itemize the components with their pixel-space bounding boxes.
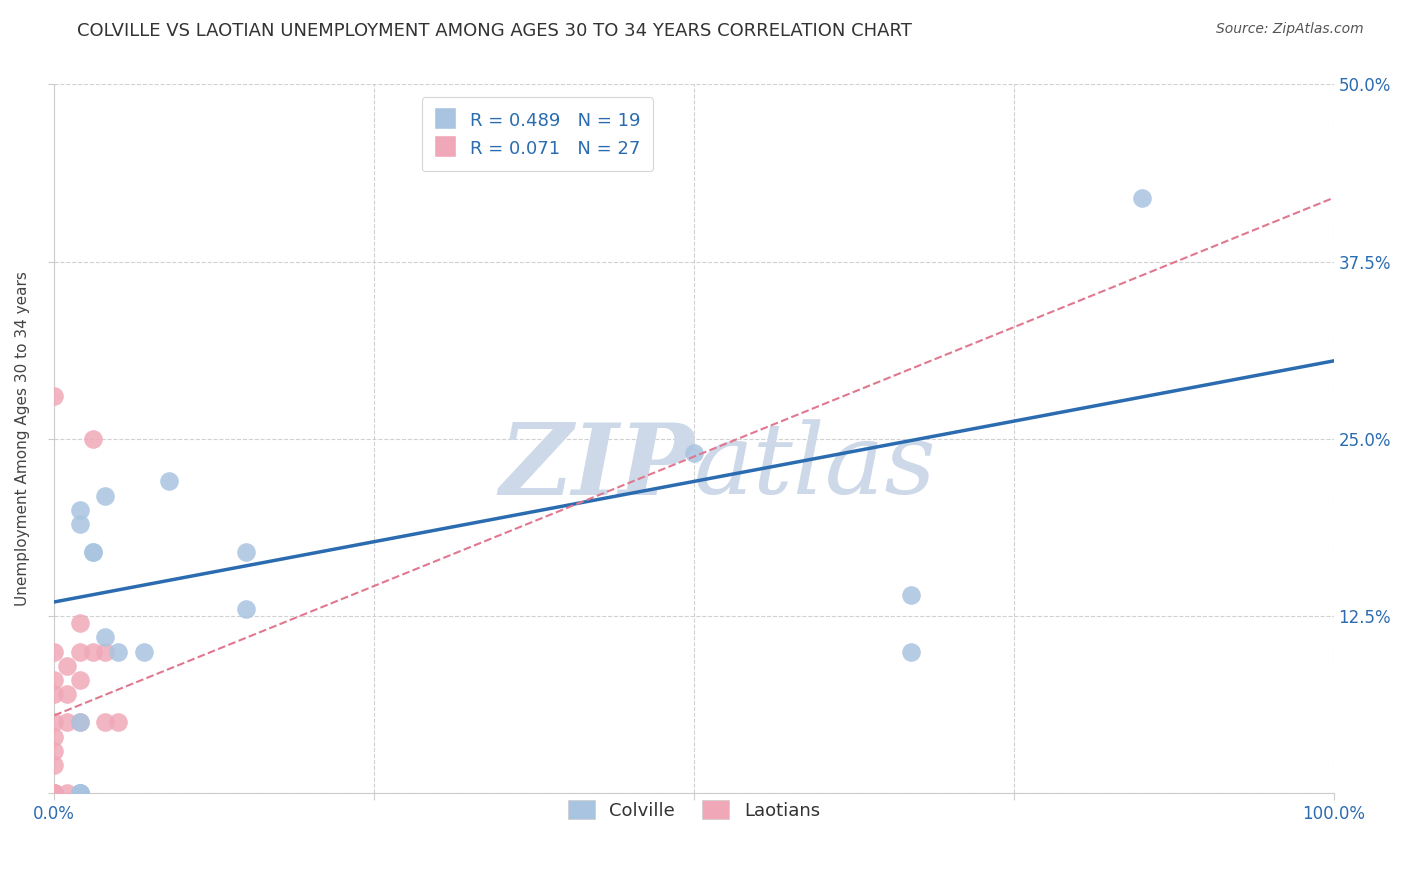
Point	[900, 644, 922, 658]
Point	[69, 673, 91, 687]
Text: Source: ZipAtlas.com: Source: ZipAtlas.com	[1216, 22, 1364, 37]
Y-axis label: Unemployment Among Ages 30 to 34 years: Unemployment Among Ages 30 to 34 years	[15, 271, 30, 607]
Text: COLVILLE VS LAOTIAN UNEMPLOYMENT AMONG AGES 30 TO 34 YEARS CORRELATION CHART: COLVILLE VS LAOTIAN UNEMPLOYMENT AMONG A…	[77, 22, 912, 40]
Point	[683, 446, 706, 460]
Point	[69, 715, 91, 730]
Point	[82, 545, 104, 559]
Point	[235, 545, 257, 559]
Point	[82, 432, 104, 446]
Point	[69, 516, 91, 531]
Point	[94, 631, 117, 645]
Point	[94, 644, 117, 658]
Point	[69, 786, 91, 800]
Point	[44, 673, 66, 687]
Point	[44, 786, 66, 800]
Text: atlas: atlas	[695, 419, 936, 515]
Point	[44, 730, 66, 744]
Point	[82, 644, 104, 658]
Point	[900, 588, 922, 602]
Point	[44, 786, 66, 800]
Point	[44, 744, 66, 758]
Point	[44, 786, 66, 800]
Point	[69, 715, 91, 730]
Point	[159, 475, 181, 489]
Point	[69, 786, 91, 800]
Point	[69, 616, 91, 631]
Point	[132, 644, 155, 658]
Point	[107, 644, 129, 658]
Point	[69, 503, 91, 517]
Point	[56, 715, 79, 730]
Point	[44, 786, 66, 800]
Point	[44, 715, 66, 730]
Point	[56, 658, 79, 673]
Point	[82, 545, 104, 559]
Point	[94, 489, 117, 503]
Point	[56, 786, 79, 800]
Point	[69, 644, 91, 658]
Point	[44, 644, 66, 658]
Point	[235, 602, 257, 616]
Legend: Colville, Laotians: Colville, Laotians	[554, 786, 834, 834]
Point	[44, 758, 66, 772]
Point	[1130, 191, 1153, 205]
Point	[69, 786, 91, 800]
Point	[94, 715, 117, 730]
Point	[44, 786, 66, 800]
Point	[44, 389, 66, 403]
Text: ZIP: ZIP	[499, 419, 695, 516]
Point	[44, 687, 66, 701]
Point	[69, 786, 91, 800]
Point	[56, 687, 79, 701]
Point	[107, 715, 129, 730]
